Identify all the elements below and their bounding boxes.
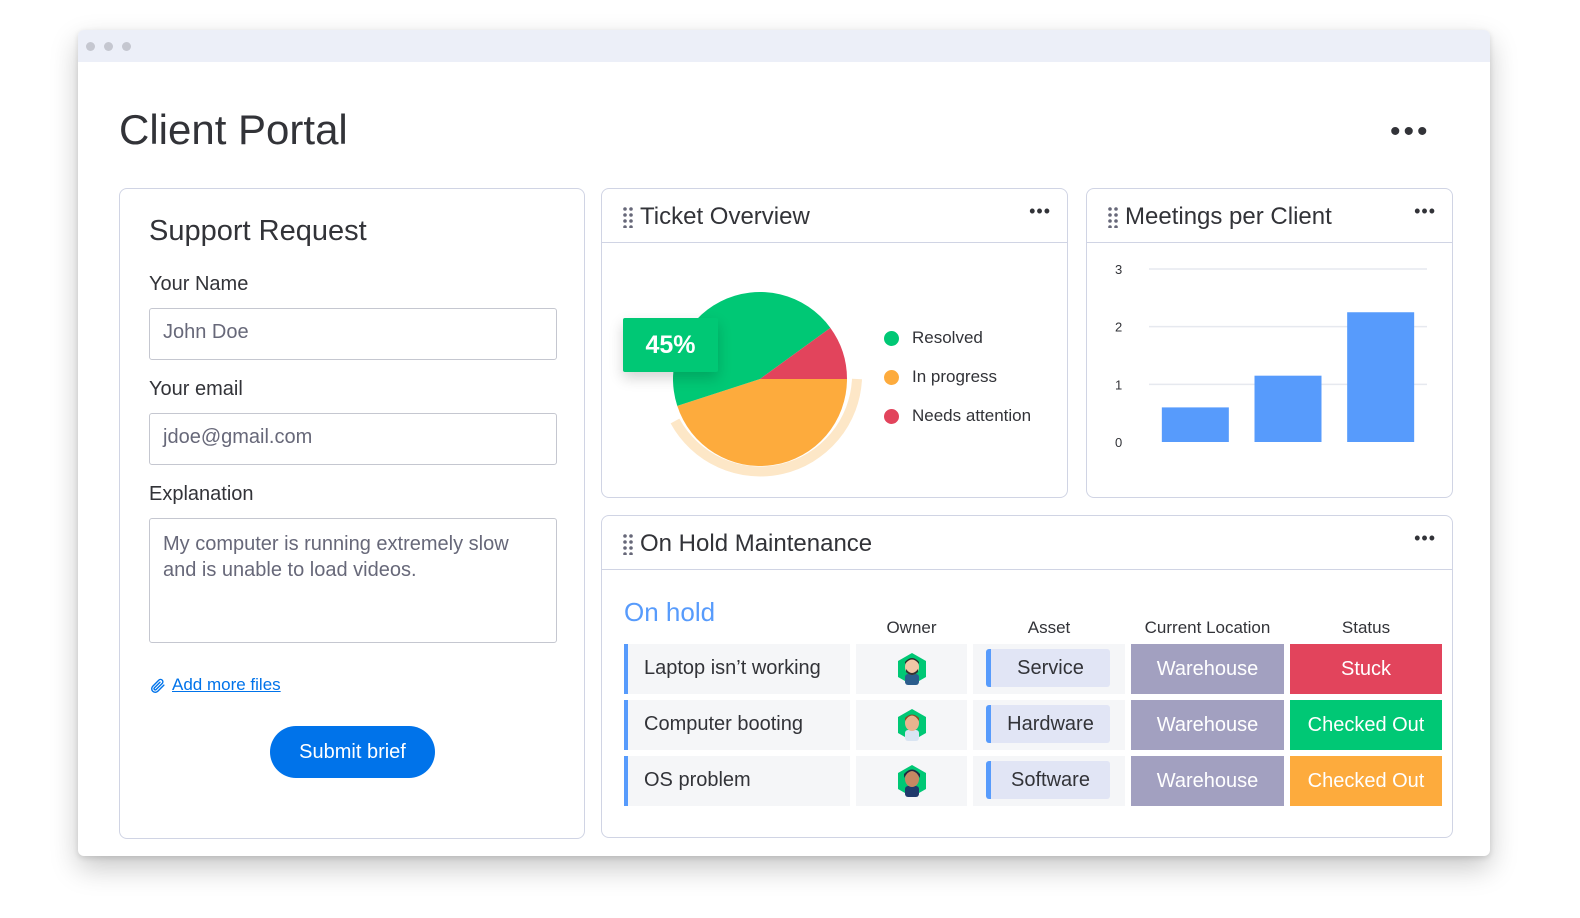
bar-3[interactable] bbox=[1347, 312, 1415, 442]
card-header: Ticket Overview ••• bbox=[602, 189, 1067, 243]
app-window: Client Portal ••• Support Request Your N… bbox=[78, 30, 1490, 856]
support-request-card: Support Request Your Name John Doe Your … bbox=[119, 188, 585, 839]
y-tick-label: 0 bbox=[1115, 435, 1122, 450]
column-header-asset[interactable]: Asset bbox=[1027, 618, 1071, 637]
y-tick-label: 2 bbox=[1115, 320, 1122, 335]
email-input[interactable]: jdoe@gmail.com bbox=[149, 413, 557, 465]
card-header: On Hold Maintenance ••• bbox=[602, 516, 1452, 570]
owner-cell[interactable] bbox=[856, 756, 967, 806]
ticket-overview-title: Ticket Overview bbox=[640, 203, 810, 230]
status-cell[interactable]: Stuck bbox=[1290, 644, 1442, 694]
window-titlebar bbox=[78, 30, 1490, 62]
card-header: Meetings per Client ••• bbox=[1087, 189, 1452, 243]
owner-cell[interactable] bbox=[856, 644, 967, 694]
location-cell[interactable]: Warehouse bbox=[1131, 644, 1284, 694]
item-name-cell[interactable]: OS problem bbox=[624, 756, 850, 806]
pie-shadow bbox=[670, 378, 862, 477]
ticket-overview-card: Ticket Overview ••• 45% Resolved In prog… bbox=[601, 188, 1068, 498]
asset-cell[interactable]: Hardware bbox=[973, 700, 1125, 750]
owner-cell[interactable] bbox=[856, 700, 967, 750]
pie-slice-in-progress[interactable] bbox=[677, 379, 847, 466]
item-name-cell[interactable]: Laptop isn’t working bbox=[624, 644, 850, 694]
name-label: Your Name bbox=[149, 273, 249, 295]
more-options-icon[interactable]: ••• bbox=[1414, 201, 1436, 221]
location-cell[interactable]: Warehouse bbox=[1131, 700, 1284, 750]
asset-tag: Software bbox=[986, 761, 1110, 799]
asset-cell[interactable]: Software bbox=[973, 756, 1125, 806]
explanation-label: Explanation bbox=[149, 483, 254, 505]
asset-tag: Service bbox=[986, 649, 1110, 687]
y-tick-label: 1 bbox=[1115, 377, 1122, 392]
drag-handle-icon[interactable] bbox=[1107, 206, 1119, 228]
meetings-bar-chart: 0 1 2 3 bbox=[1115, 262, 1427, 450]
legend-dot bbox=[884, 330, 899, 346]
explanation-textarea[interactable]: My computer is running extremely slow an… bbox=[149, 518, 557, 643]
drag-handle-icon[interactable] bbox=[622, 533, 634, 555]
column-header-status[interactable]: Status bbox=[1341, 618, 1391, 637]
column-header-location[interactable]: Current Location bbox=[1144, 618, 1271, 637]
legend-label: In progress bbox=[912, 367, 998, 386]
asset-tag: Hardware bbox=[986, 705, 1110, 743]
legend-dot bbox=[884, 408, 899, 424]
column-header-owner[interactable]: Owner bbox=[886, 618, 937, 637]
paperclip-icon bbox=[151, 678, 165, 693]
more-options-icon[interactable]: ••• bbox=[1029, 201, 1051, 221]
add-files-label: Add more files bbox=[172, 675, 281, 694]
location-cell[interactable]: Warehouse bbox=[1131, 756, 1284, 806]
support-form-title: Support Request bbox=[149, 215, 367, 247]
legend-dot bbox=[884, 369, 899, 385]
ticket-pie-chart bbox=[670, 292, 862, 477]
asset-cell[interactable]: Service bbox=[973, 644, 1125, 694]
on-hold-maintenance-card: On Hold Maintenance ••• On hold Owner As… bbox=[601, 515, 1453, 838]
status-cell[interactable]: Checked Out bbox=[1290, 756, 1442, 806]
group-title[interactable]: On hold bbox=[624, 597, 716, 627]
resolved-percentage-badge: 45% bbox=[623, 318, 718, 372]
bar-2[interactable] bbox=[1254, 375, 1322, 442]
status-cell[interactable]: Checked Out bbox=[1290, 700, 1442, 750]
meetings-title: Meetings per Client bbox=[1125, 203, 1332, 230]
add-files-link[interactable]: Add more files bbox=[149, 675, 281, 695]
bar-1[interactable] bbox=[1161, 407, 1229, 442]
avatar-icon bbox=[897, 765, 926, 797]
on-hold-title: On Hold Maintenance bbox=[640, 530, 873, 557]
window-dot-icon[interactable] bbox=[104, 42, 113, 51]
page-more-icon[interactable]: ••• bbox=[1390, 115, 1431, 148]
legend-label: Needs attention bbox=[912, 406, 1032, 425]
email-label: Your email bbox=[149, 378, 243, 400]
window-dot-icon[interactable] bbox=[122, 42, 131, 51]
legend-item-resolved: Resolved bbox=[884, 328, 983, 348]
legend-item-needs-attention: Needs attention bbox=[884, 406, 1031, 426]
pie-slice-needs-attention[interactable] bbox=[760, 327, 847, 379]
submit-brief-button[interactable]: Submit brief bbox=[270, 726, 435, 778]
more-options-icon[interactable]: ••• bbox=[1414, 528, 1436, 548]
name-input[interactable]: John Doe bbox=[149, 308, 557, 360]
legend-item-in-progress: In progress bbox=[884, 367, 997, 387]
legend-label: Resolved bbox=[912, 328, 983, 347]
item-name-cell[interactable]: Computer booting bbox=[624, 700, 850, 750]
avatar-icon bbox=[897, 653, 926, 685]
y-tick-label: 3 bbox=[1115, 262, 1122, 277]
avatar-icon bbox=[897, 709, 926, 741]
window-dot-icon[interactable] bbox=[86, 42, 95, 51]
drag-handle-icon[interactable] bbox=[622, 206, 634, 228]
meetings-per-client-card: Meetings per Client ••• 0 1 2 3 bbox=[1086, 188, 1453, 498]
page-title: Client Portal bbox=[119, 106, 348, 153]
